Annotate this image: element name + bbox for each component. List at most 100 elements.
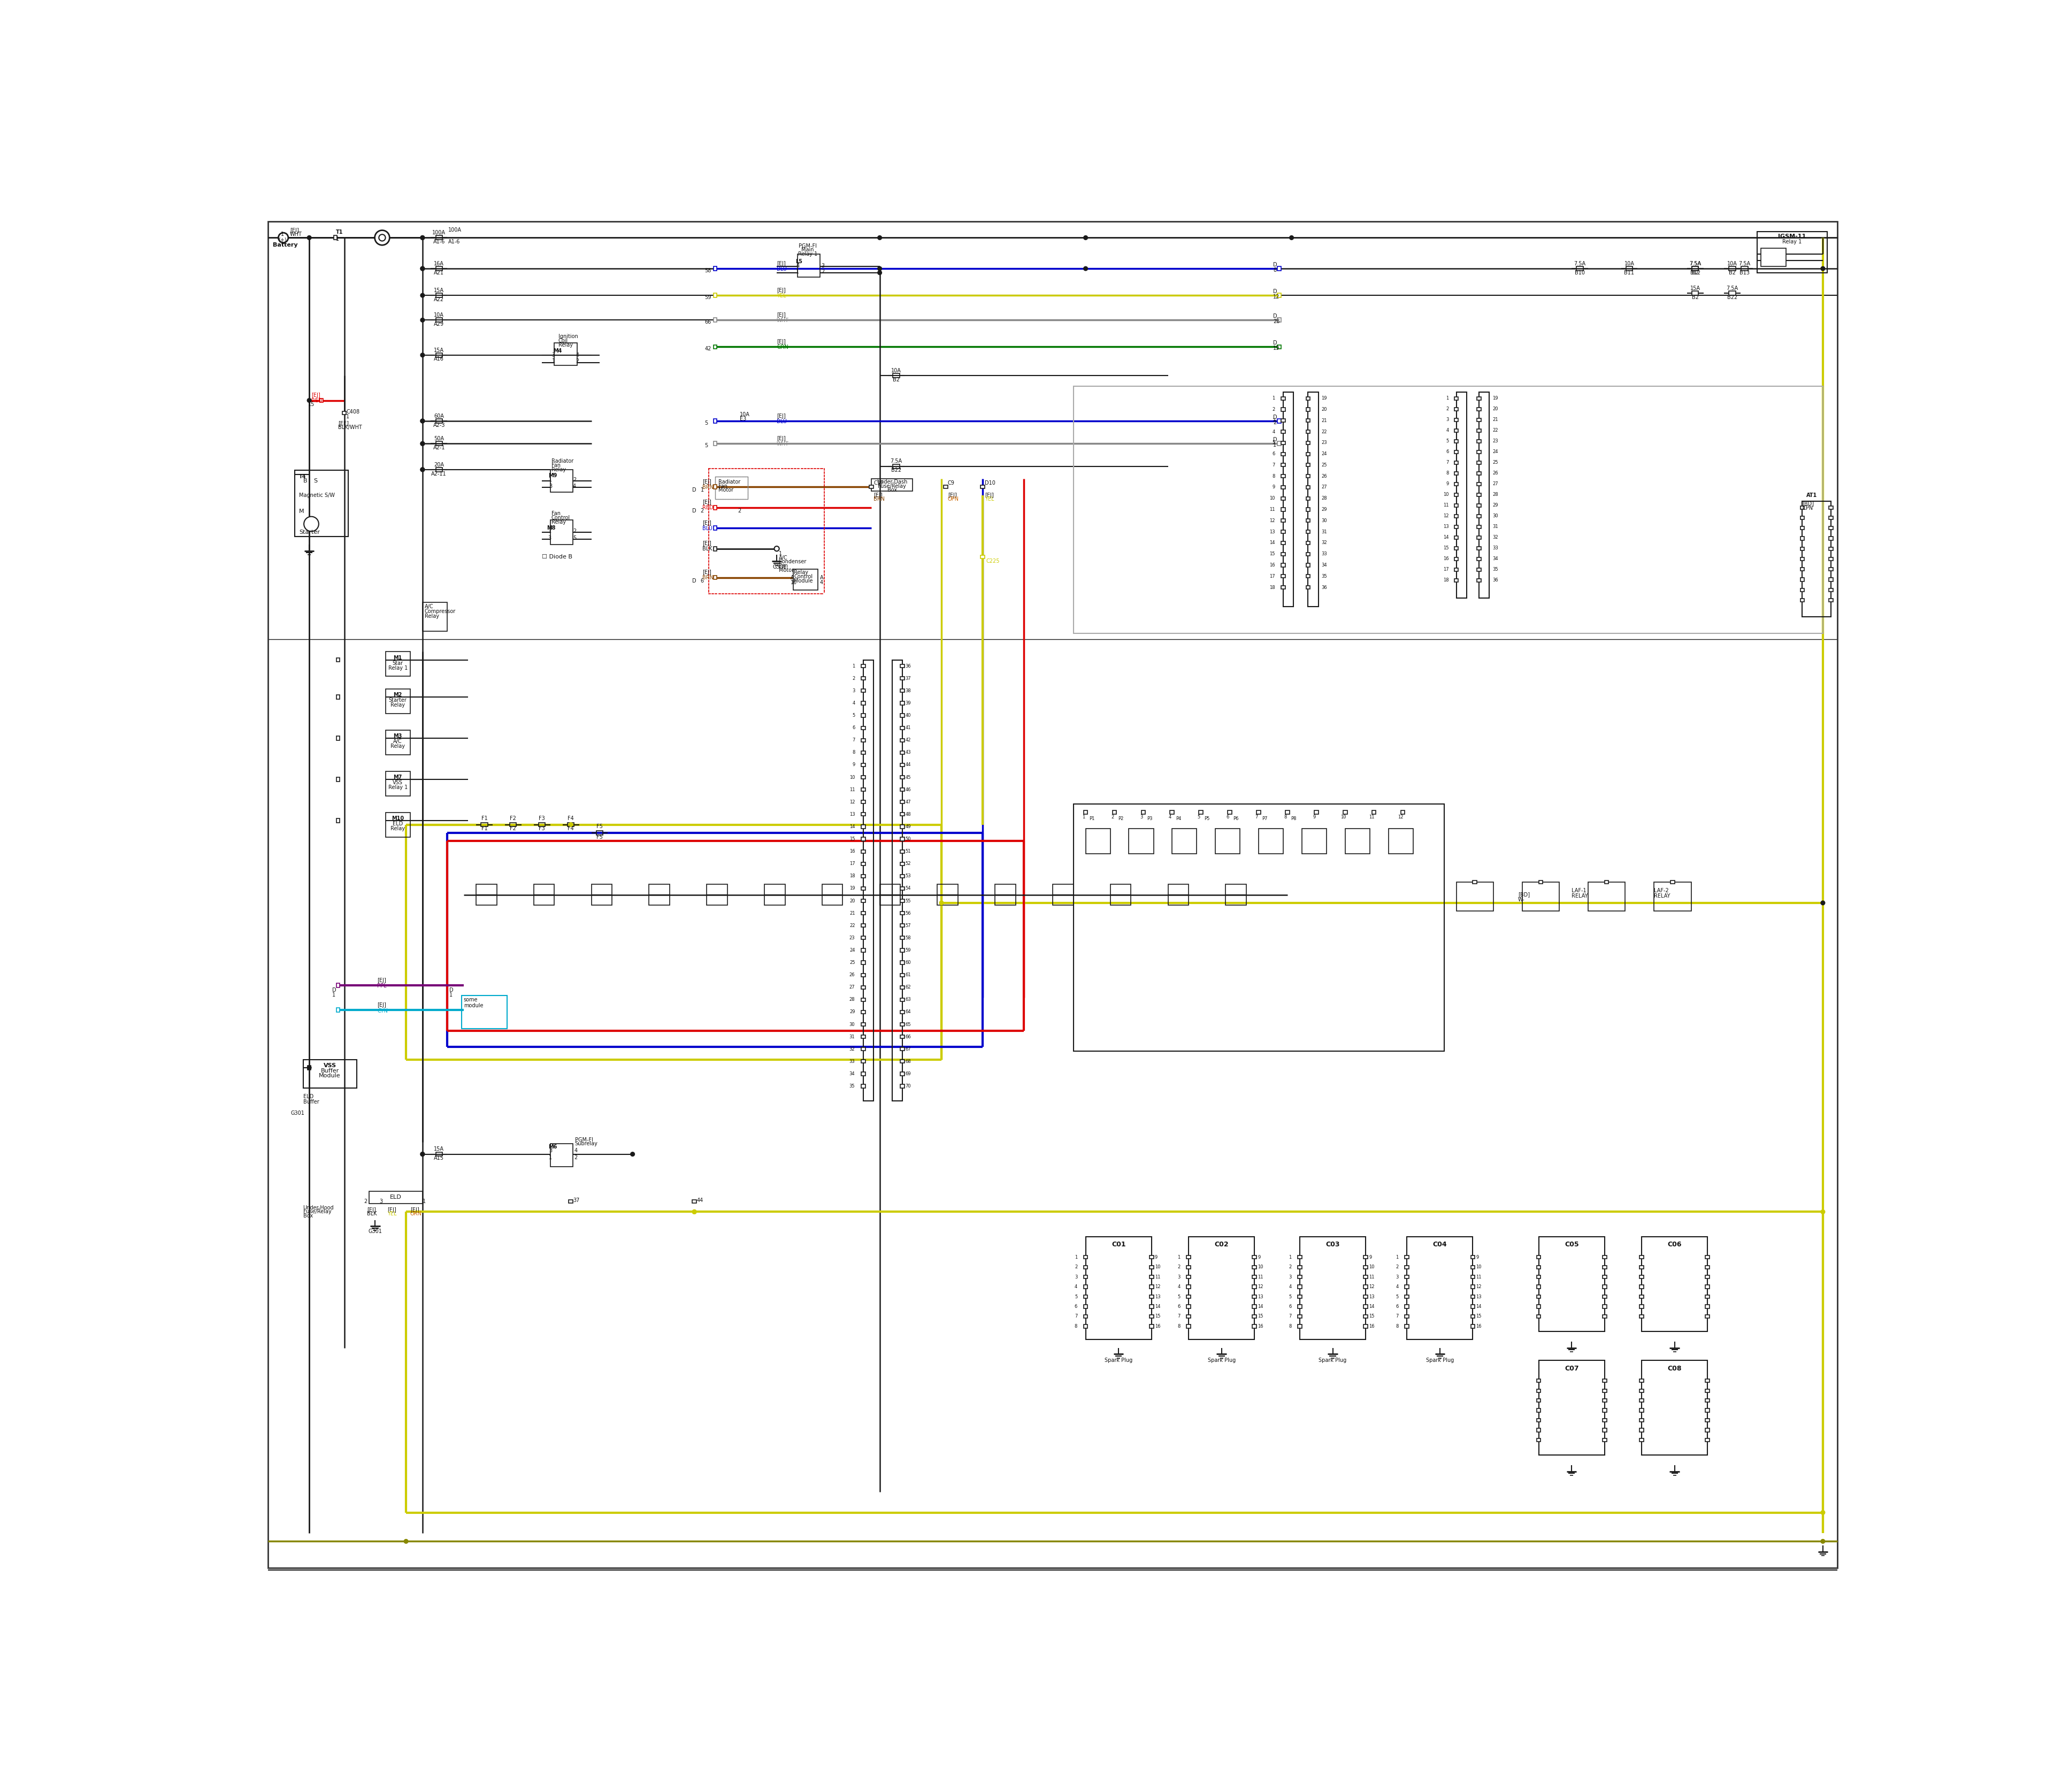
Text: F5: F5	[596, 835, 602, 840]
Text: 15: 15	[1368, 1314, 1374, 1319]
Text: F1: F1	[481, 815, 487, 821]
Text: 15A: 15A	[433, 1147, 444, 1152]
Bar	[1187, 1296, 1191, 1299]
Bar	[1477, 418, 1481, 421]
Text: Relay 1: Relay 1	[1783, 238, 1801, 244]
Bar	[1187, 1285, 1191, 1288]
Bar	[1298, 1296, 1302, 1299]
Text: 29: 29	[1321, 507, 1327, 513]
Bar	[1536, 1305, 1540, 1308]
Bar	[481, 823, 487, 826]
Text: 6: 6	[1288, 1305, 1292, 1308]
Text: D: D	[333, 987, 337, 993]
Text: ELD: ELD	[304, 1093, 314, 1098]
Text: Relay: Relay	[390, 702, 405, 708]
Text: Control: Control	[550, 514, 571, 520]
Bar	[861, 751, 865, 754]
Text: Spark Plug: Spark Plug	[1319, 1357, 1347, 1362]
Text: A1-6: A1-6	[448, 238, 460, 244]
Text: 2: 2	[575, 358, 579, 364]
Bar	[1306, 496, 1310, 500]
Text: 58: 58	[705, 269, 711, 274]
Circle shape	[304, 516, 318, 532]
Bar	[1189, 1236, 1255, 1339]
Bar	[1372, 810, 1376, 814]
Bar	[900, 738, 904, 742]
Bar	[1477, 471, 1481, 475]
Text: A/C: A/C	[425, 604, 433, 609]
Text: 21: 21	[850, 910, 854, 916]
Circle shape	[1290, 235, 1294, 240]
Text: Condenser: Condenser	[778, 559, 807, 564]
Text: Relay: Relay	[559, 342, 573, 348]
Bar	[1282, 541, 1286, 545]
Bar	[1216, 828, 1241, 853]
Text: 17: 17	[1269, 573, 1276, 579]
Text: A/C: A/C	[394, 738, 403, 744]
Bar	[1538, 1360, 1604, 1455]
Bar	[1085, 1315, 1089, 1319]
Bar	[1306, 563, 1310, 566]
Text: 3: 3	[548, 536, 550, 541]
Text: 8: 8	[1288, 1324, 1292, 1328]
Bar	[1306, 452, 1310, 455]
Bar	[1471, 1256, 1475, 1258]
Bar	[1454, 525, 1458, 529]
Text: 48: 48	[906, 812, 910, 817]
Bar	[1085, 1265, 1089, 1269]
Bar	[1298, 1324, 1302, 1328]
Text: 8: 8	[1284, 815, 1286, 819]
Bar	[1278, 267, 1282, 271]
Circle shape	[631, 1152, 635, 1156]
Text: B: B	[304, 478, 308, 484]
Bar	[1604, 880, 1608, 883]
Bar	[861, 1011, 865, 1014]
Bar	[1477, 536, 1481, 539]
Bar	[1454, 557, 1458, 561]
Text: 6: 6	[1177, 1305, 1181, 1308]
Bar	[1602, 1380, 1606, 1382]
Text: 14: 14	[1269, 541, 1276, 545]
Text: 16A: 16A	[433, 262, 444, 267]
Bar	[1282, 496, 1286, 500]
Text: 20: 20	[1321, 407, 1327, 412]
Bar	[596, 831, 604, 835]
Text: 7.5A: 7.5A	[889, 459, 902, 464]
Text: A15: A15	[433, 1156, 444, 1161]
Bar	[1639, 1419, 1643, 1421]
Bar	[1405, 1305, 1409, 1308]
Text: 23: 23	[848, 935, 854, 941]
Bar	[1799, 547, 1803, 550]
Bar	[1278, 294, 1282, 297]
Text: BRN: BRN	[873, 496, 885, 502]
Text: 16: 16	[1477, 1324, 1481, 1328]
Text: [EJ]: [EJ]	[873, 493, 883, 498]
Bar	[861, 998, 865, 1002]
Text: 12: 12	[1477, 1285, 1481, 1288]
Text: T1: T1	[337, 229, 343, 235]
Bar	[713, 486, 717, 489]
Text: [EJ]: [EJ]	[776, 435, 787, 441]
Text: 30: 30	[848, 1021, 854, 1027]
Text: BLU: BLU	[776, 419, 787, 425]
Bar	[861, 1023, 865, 1027]
Bar	[1315, 810, 1319, 814]
Text: VSS: VSS	[322, 1063, 337, 1068]
Bar	[1653, 882, 1690, 910]
Bar	[386, 652, 411, 676]
Bar	[1639, 1380, 1643, 1382]
Text: 3: 3	[1397, 1274, 1399, 1279]
Text: 5: 5	[1397, 1294, 1399, 1299]
Circle shape	[421, 353, 425, 357]
Text: 13: 13	[1444, 525, 1448, 529]
Bar	[1477, 396, 1481, 400]
Text: 23: 23	[1321, 441, 1327, 444]
Bar	[1454, 418, 1458, 421]
Text: Fan: Fan	[778, 563, 789, 568]
Bar	[1085, 1305, 1089, 1308]
Text: M6: M6	[548, 1143, 557, 1149]
Bar	[1602, 1389, 1606, 1392]
Bar	[1705, 1419, 1709, 1421]
Circle shape	[421, 419, 425, 423]
Text: Relay 1: Relay 1	[797, 251, 817, 256]
